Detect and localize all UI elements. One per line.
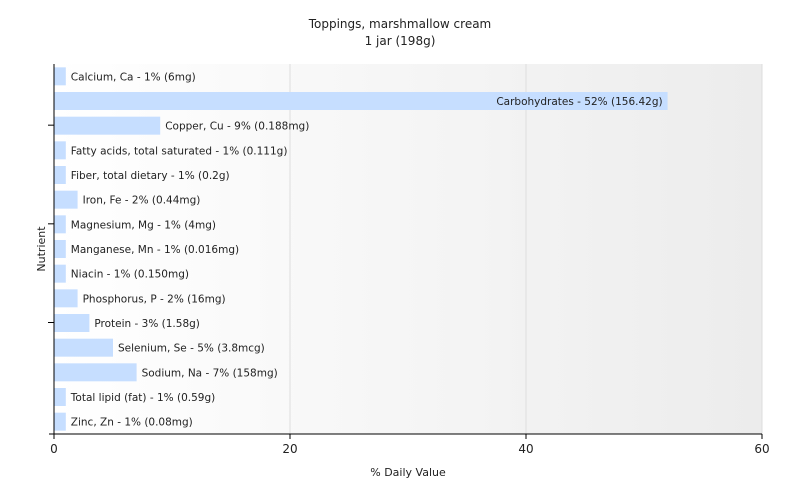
plot-area [54,64,762,434]
bar-label: Calcium, Ca - 1% (6mg) [71,71,196,83]
x-tick-label: 60 [754,442,769,456]
bar [54,412,66,431]
bar-label: Sodium, Na - 7% (158mg) [142,367,278,379]
bar [54,388,66,406]
bar [54,215,66,234]
bar [54,289,78,308]
x-axis-label: % Daily Value [370,466,446,479]
bar-label: Fiber, total dietary - 1% (0.2g) [71,170,230,182]
chart-subtitle: 1 jar (198g) [365,34,436,48]
bar-labels: Calcium, Ca - 1% (6mg) Carbohydrates - 52… [70,71,663,428]
bar-label: Selenium, Se - 5% (3.8mcg) [118,343,265,355]
bar [54,67,66,86]
x-tick-label: 40 [518,442,533,456]
bar-label: Iron, Fe - 2% (0.44mg) [83,195,201,207]
bar-label: Fatty acids, total saturated - 1% (0.111… [71,145,288,157]
bar [54,190,78,209]
bar-label: Protein - 3% (1.58g) [94,318,200,330]
bar-label: Total lipid (fat) - 1% (0.59g) [70,392,215,404]
bar-label: Carbohydrates - 52% (156.42g) [496,96,662,108]
bar [54,92,668,110]
bar [54,116,161,135]
bar [54,314,90,332]
bar [54,141,66,160]
bar-label: Magnesium, Mg - 1% (4mg) [71,219,216,231]
bars [54,67,668,431]
x-tick-label: 20 [282,442,297,456]
bar-label: Zinc, Zn - 1% (0.08mg) [71,417,193,429]
bar-label: Phosphorus, P - 2% (16mg) [83,293,226,305]
bar [54,338,113,357]
bar-label: Niacin - 1% (0.150mg) [71,269,189,281]
bar [54,264,66,283]
bar [54,166,66,184]
bar-label: Copper, Cu - 9% (0.188mg) [165,121,309,133]
bar [54,363,137,382]
chart-title: Toppings, marshmallow cream [308,17,492,31]
x-tick-label: 0 [50,442,58,456]
axes: 0 20 40 60 [48,64,770,456]
y-axis-label: Nutrient [35,226,48,272]
bar [54,240,66,258]
bar-label: Manganese, Mn - 1% (0.016mg) [71,244,239,256]
grid-lines [289,64,763,434]
